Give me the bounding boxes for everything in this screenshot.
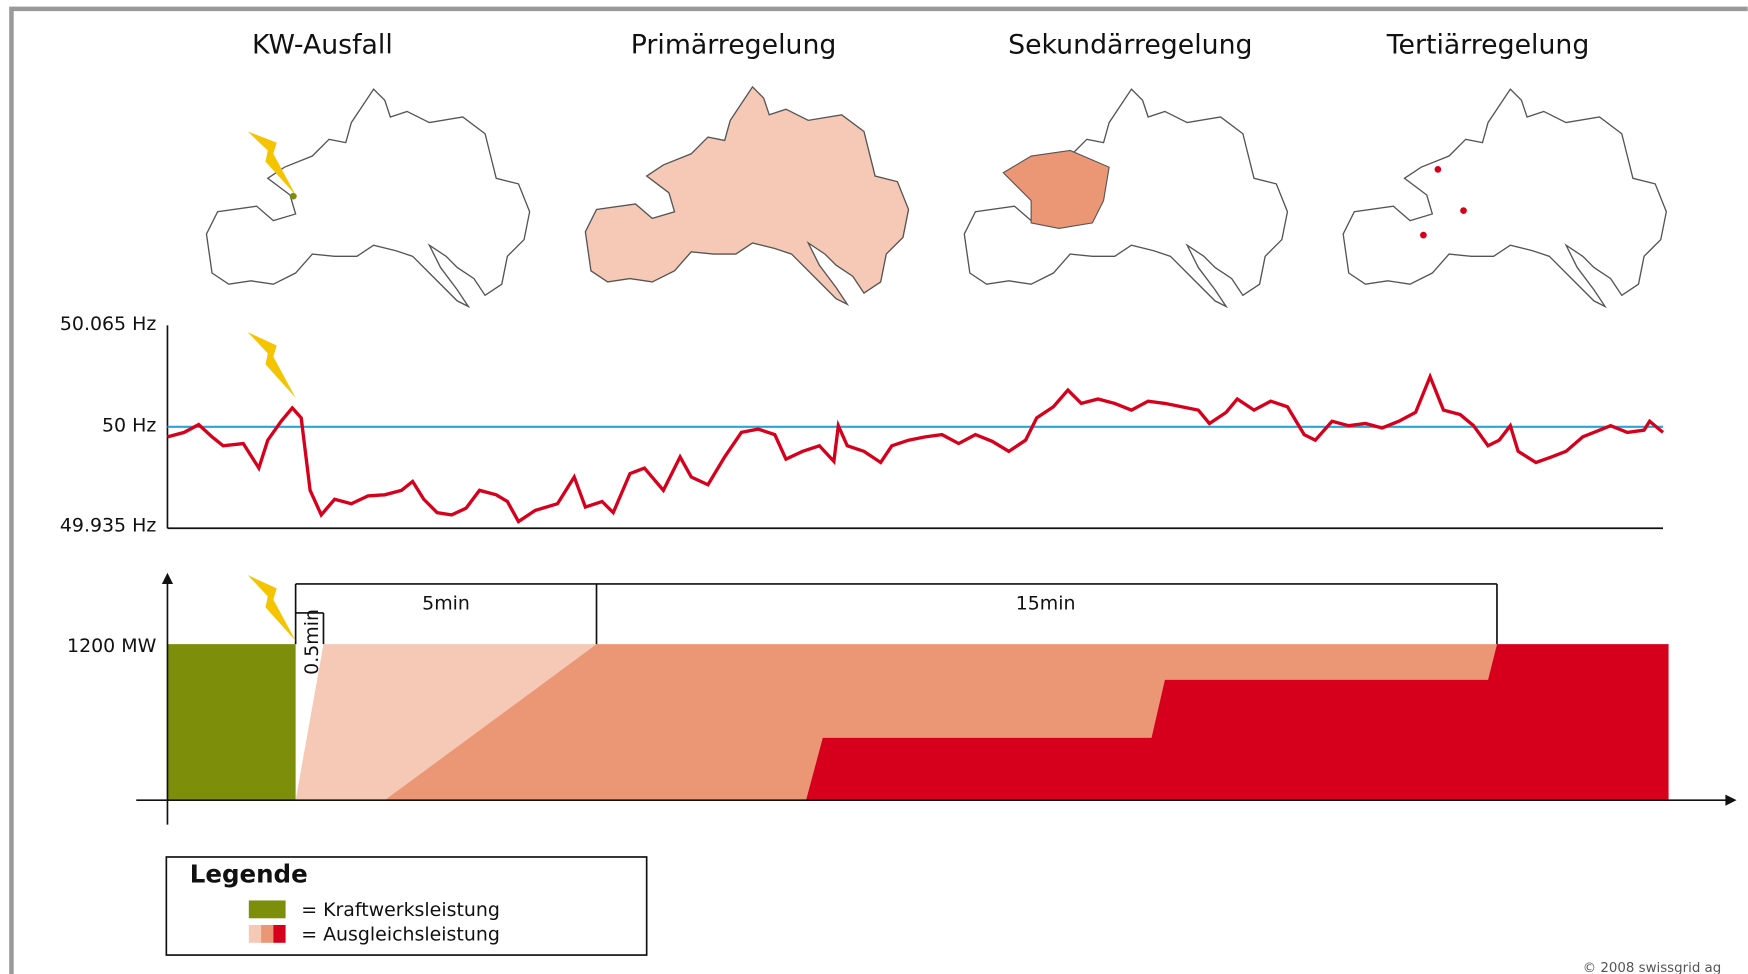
title: Primärregelung — [631, 29, 837, 60]
legend-item: = Kraftwerksleistung — [301, 899, 500, 921]
duration: 0.5min — [301, 609, 323, 675]
legend: Legende = Kraftwerksleistung = Ausgleich… — [165, 856, 648, 956]
duration: 15min — [1016, 593, 1076, 615]
frame — [9, 6, 1748, 974]
legend-item: = Ausgleichsleistung — [301, 924, 500, 946]
frequency-chart: 50.065 Hz 50 Hz 49.935 Hz — [60, 313, 1665, 537]
y-label: 49.935 Hz — [60, 515, 157, 537]
legend-title: Legende — [190, 860, 308, 889]
power-chart: 1200 MW 5min 15min 0.5min — [67, 572, 1737, 825]
copyright: © 2008 swissgrid ag — [1583, 961, 1721, 974]
maps — [205, 86, 1668, 308]
y-label: 1200 MW — [67, 635, 157, 657]
duration: 5min — [422, 593, 470, 615]
title: KW-Ausfall — [252, 29, 393, 60]
y-label: 50 Hz — [102, 414, 156, 436]
title: Tertiärregelung — [1386, 29, 1590, 60]
y-label: 50.065 Hz — [60, 313, 157, 335]
title: Sekundärregelung — [1008, 29, 1252, 60]
